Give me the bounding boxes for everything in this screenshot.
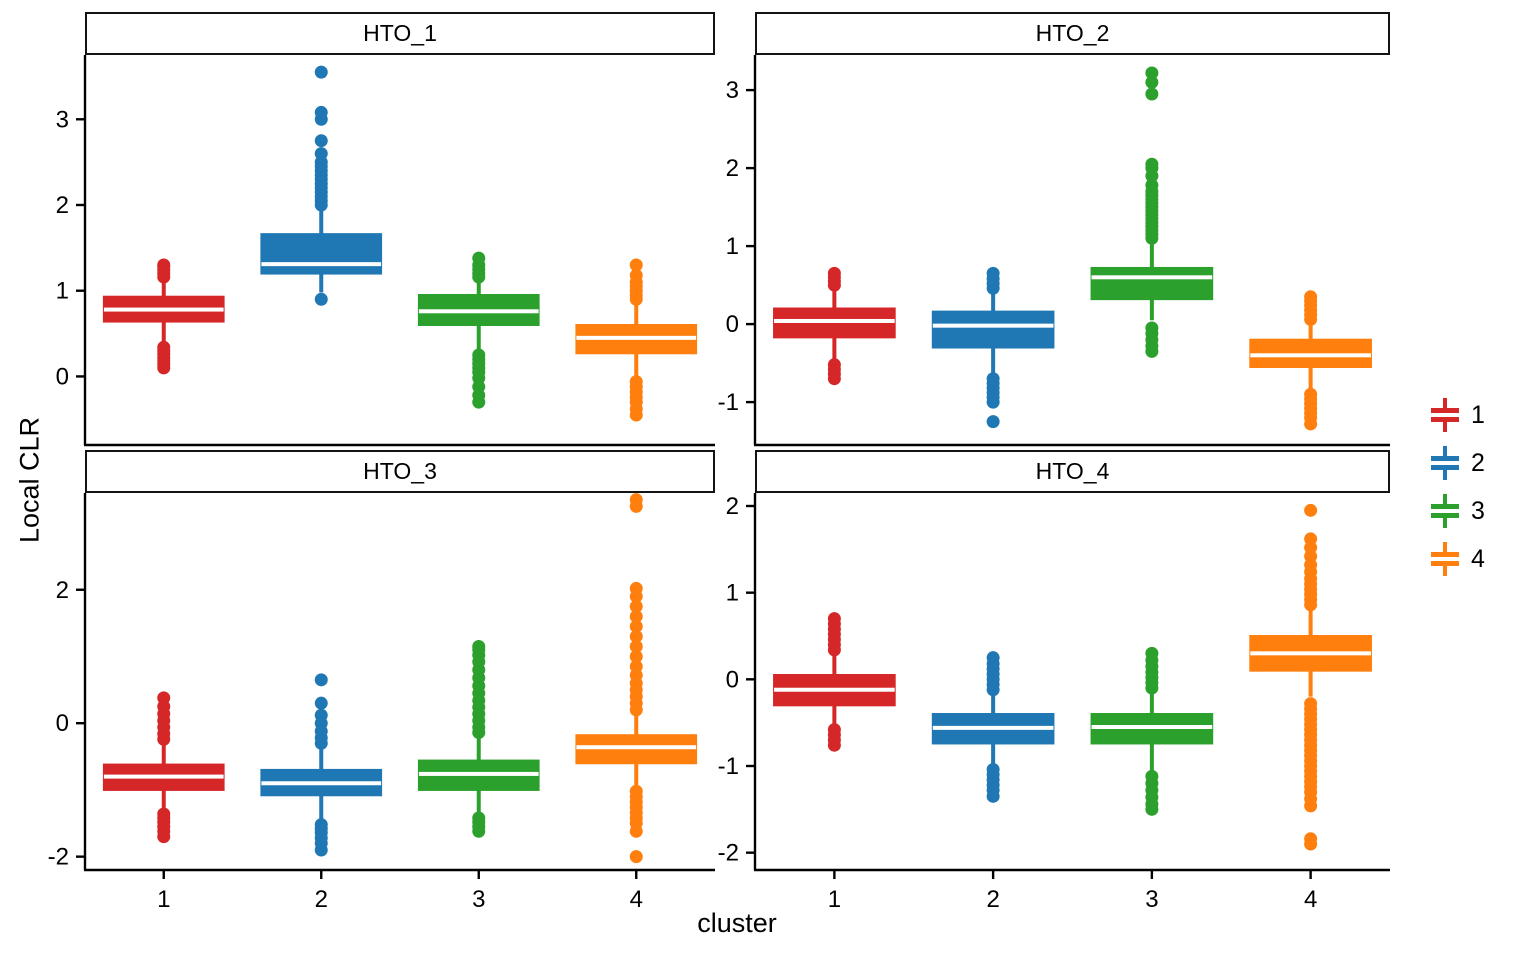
svg-text:2: 2 — [726, 155, 739, 182]
svg-text:-1: -1 — [718, 389, 739, 416]
svg-text:2: 2 — [986, 886, 999, 913]
legend-label: 4 — [1471, 544, 1485, 573]
facet-strip-hto-3: HTO_3 — [85, 450, 715, 493]
svg-text:0: 0 — [56, 710, 69, 737]
svg-text:1: 1 — [56, 278, 69, 305]
legend-label: 3 — [1471, 496, 1485, 525]
svg-text:1: 1 — [157, 886, 170, 913]
legend-label: 2 — [1471, 448, 1485, 477]
legend-key-boxplot-icon — [1430, 398, 1460, 432]
facet-title-hto-2: HTO_2 — [1035, 20, 1110, 46]
svg-text:2: 2 — [56, 577, 69, 604]
legend-item-cluster-2: 2 — [1430, 446, 1485, 480]
svg-text:4: 4 — [1304, 886, 1317, 913]
facet-strip-hto-1: HTO_1 — [85, 12, 715, 55]
svg-text:0: 0 — [726, 666, 739, 693]
legend-key-boxplot-icon — [1430, 446, 1460, 480]
facet-title-hto-1: HTO_1 — [363, 20, 437, 46]
legend: 1 2 3 4 — [1430, 398, 1485, 576]
facet-strip-hto-4: HTO_4 — [755, 450, 1390, 493]
svg-text:3: 3 — [56, 106, 69, 133]
svg-text:3: 3 — [1145, 886, 1158, 913]
y-axis-label: Local CLR — [14, 416, 45, 544]
facet-title-hto-4: HTO_4 — [1035, 458, 1110, 484]
svg-text:1: 1 — [726, 233, 739, 260]
svg-text:1: 1 — [828, 886, 841, 913]
svg-text:4: 4 — [630, 886, 643, 913]
legend-item-cluster-3: 3 — [1430, 494, 1485, 528]
svg-text:0: 0 — [56, 363, 69, 390]
svg-text:2: 2 — [315, 886, 328, 913]
legend-label: 1 — [1471, 400, 1485, 429]
svg-text:2: 2 — [726, 493, 739, 520]
legend-key-boxplot-icon — [1430, 494, 1460, 528]
svg-text:-1: -1 — [718, 753, 739, 780]
svg-text:2: 2 — [56, 192, 69, 219]
svg-text:3: 3 — [472, 886, 485, 913]
svg-text:-2: -2 — [718, 840, 739, 867]
legend-key-boxplot-icon — [1430, 542, 1460, 576]
svg-text:3: 3 — [726, 77, 739, 104]
facet-strip-hto-2: HTO_2 — [755, 12, 1390, 55]
facet-title-hto-3: HTO_3 — [363, 458, 437, 484]
svg-text:-2: -2 — [48, 844, 69, 871]
svg-text:0: 0 — [726, 311, 739, 338]
svg-text:1: 1 — [726, 580, 739, 607]
legend-item-cluster-1: 1 — [1430, 398, 1485, 432]
x-axis-label: cluster — [697, 908, 777, 938]
legend-item-cluster-4: 4 — [1430, 542, 1485, 576]
